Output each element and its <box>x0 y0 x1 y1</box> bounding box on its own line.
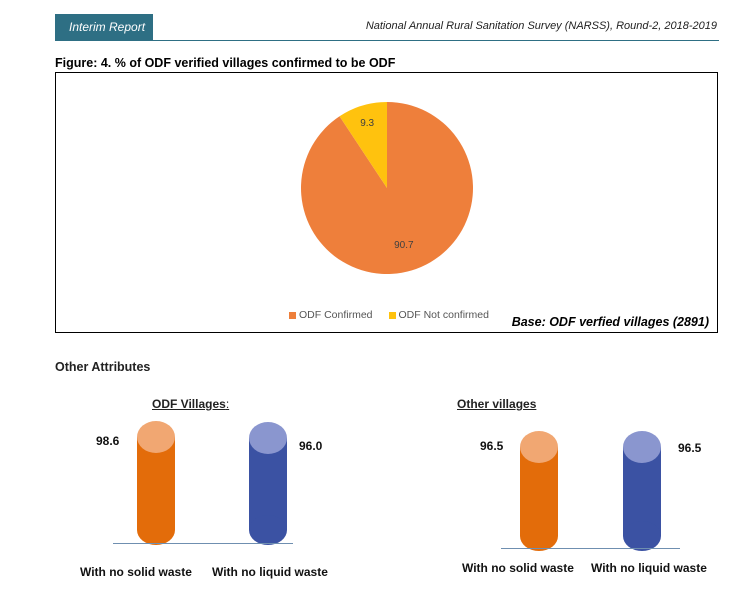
pie-chart: 90.7 9.3 <box>300 102 473 274</box>
value-label-other-liquid: 96.5 <box>678 441 702 455</box>
report-tab-label: Interim Report <box>55 14 153 40</box>
legend-swatch-not-confirmed <box>388 311 396 319</box>
legend-label-confirmed: ODF Confirmed <box>299 309 373 321</box>
cylinder-other-solid <box>520 431 558 551</box>
cylinder-odf-solid <box>137 421 175 545</box>
legend-item-confirmed: ODF Confirmed <box>289 309 373 321</box>
group-title-other-villages-text: Other villages <box>457 397 537 411</box>
survey-title: National Annual Rural Sanitation Survey … <box>365 20 717 32</box>
caption-odf-liquid: With no liquid waste <box>212 565 328 579</box>
cylinder-odf-liquid <box>249 422 287 545</box>
caption-other-solid: With no solid waste <box>462 561 574 575</box>
pie-chart-frame: 90.7 9.3 ODF Confirmed ODF Not confirmed … <box>55 72 718 333</box>
legend-item-not-confirmed: ODF Not confirmed <box>388 309 489 321</box>
cylinder-other-liquid <box>623 431 661 551</box>
caption-odf-solid: With no solid waste <box>80 565 192 579</box>
value-label-odf-solid: 98.6 <box>96 434 120 448</box>
legend-label-not-confirmed: ODF Not confirmed <box>398 309 489 321</box>
group-title-odf-villages-suffix: : <box>225 397 230 411</box>
pie-label-confirmed: 90.7 <box>394 240 414 251</box>
baseline-other <box>501 548 680 549</box>
base-note: Base: ODF verfied villages (2891) <box>511 315 709 329</box>
baseline-odf <box>113 543 293 544</box>
value-label-odf-liquid: 96.0 <box>299 439 323 453</box>
pie-slice-not-confirmed <box>339 102 387 188</box>
section-title: Other Attributes <box>55 360 151 374</box>
figure-title: Figure: 4. % of ODF verified villages co… <box>55 56 396 70</box>
group-title-other-villages: Other villages <box>457 397 536 411</box>
caption-other-liquid: With no liquid waste <box>591 561 707 575</box>
group-title-odf-villages: ODF Villages: <box>152 397 229 411</box>
header-divider <box>55 40 719 41</box>
legend-swatch-confirmed <box>289 311 296 319</box>
group-title-odf-villages-text: ODF Villages <box>152 397 226 411</box>
chart-legend: ODF Confirmed ODF Not confirmed <box>289 309 489 321</box>
pie-label-not-confirmed: 9.3 <box>360 118 374 129</box>
value-label-other-solid: 96.5 <box>480 439 504 453</box>
